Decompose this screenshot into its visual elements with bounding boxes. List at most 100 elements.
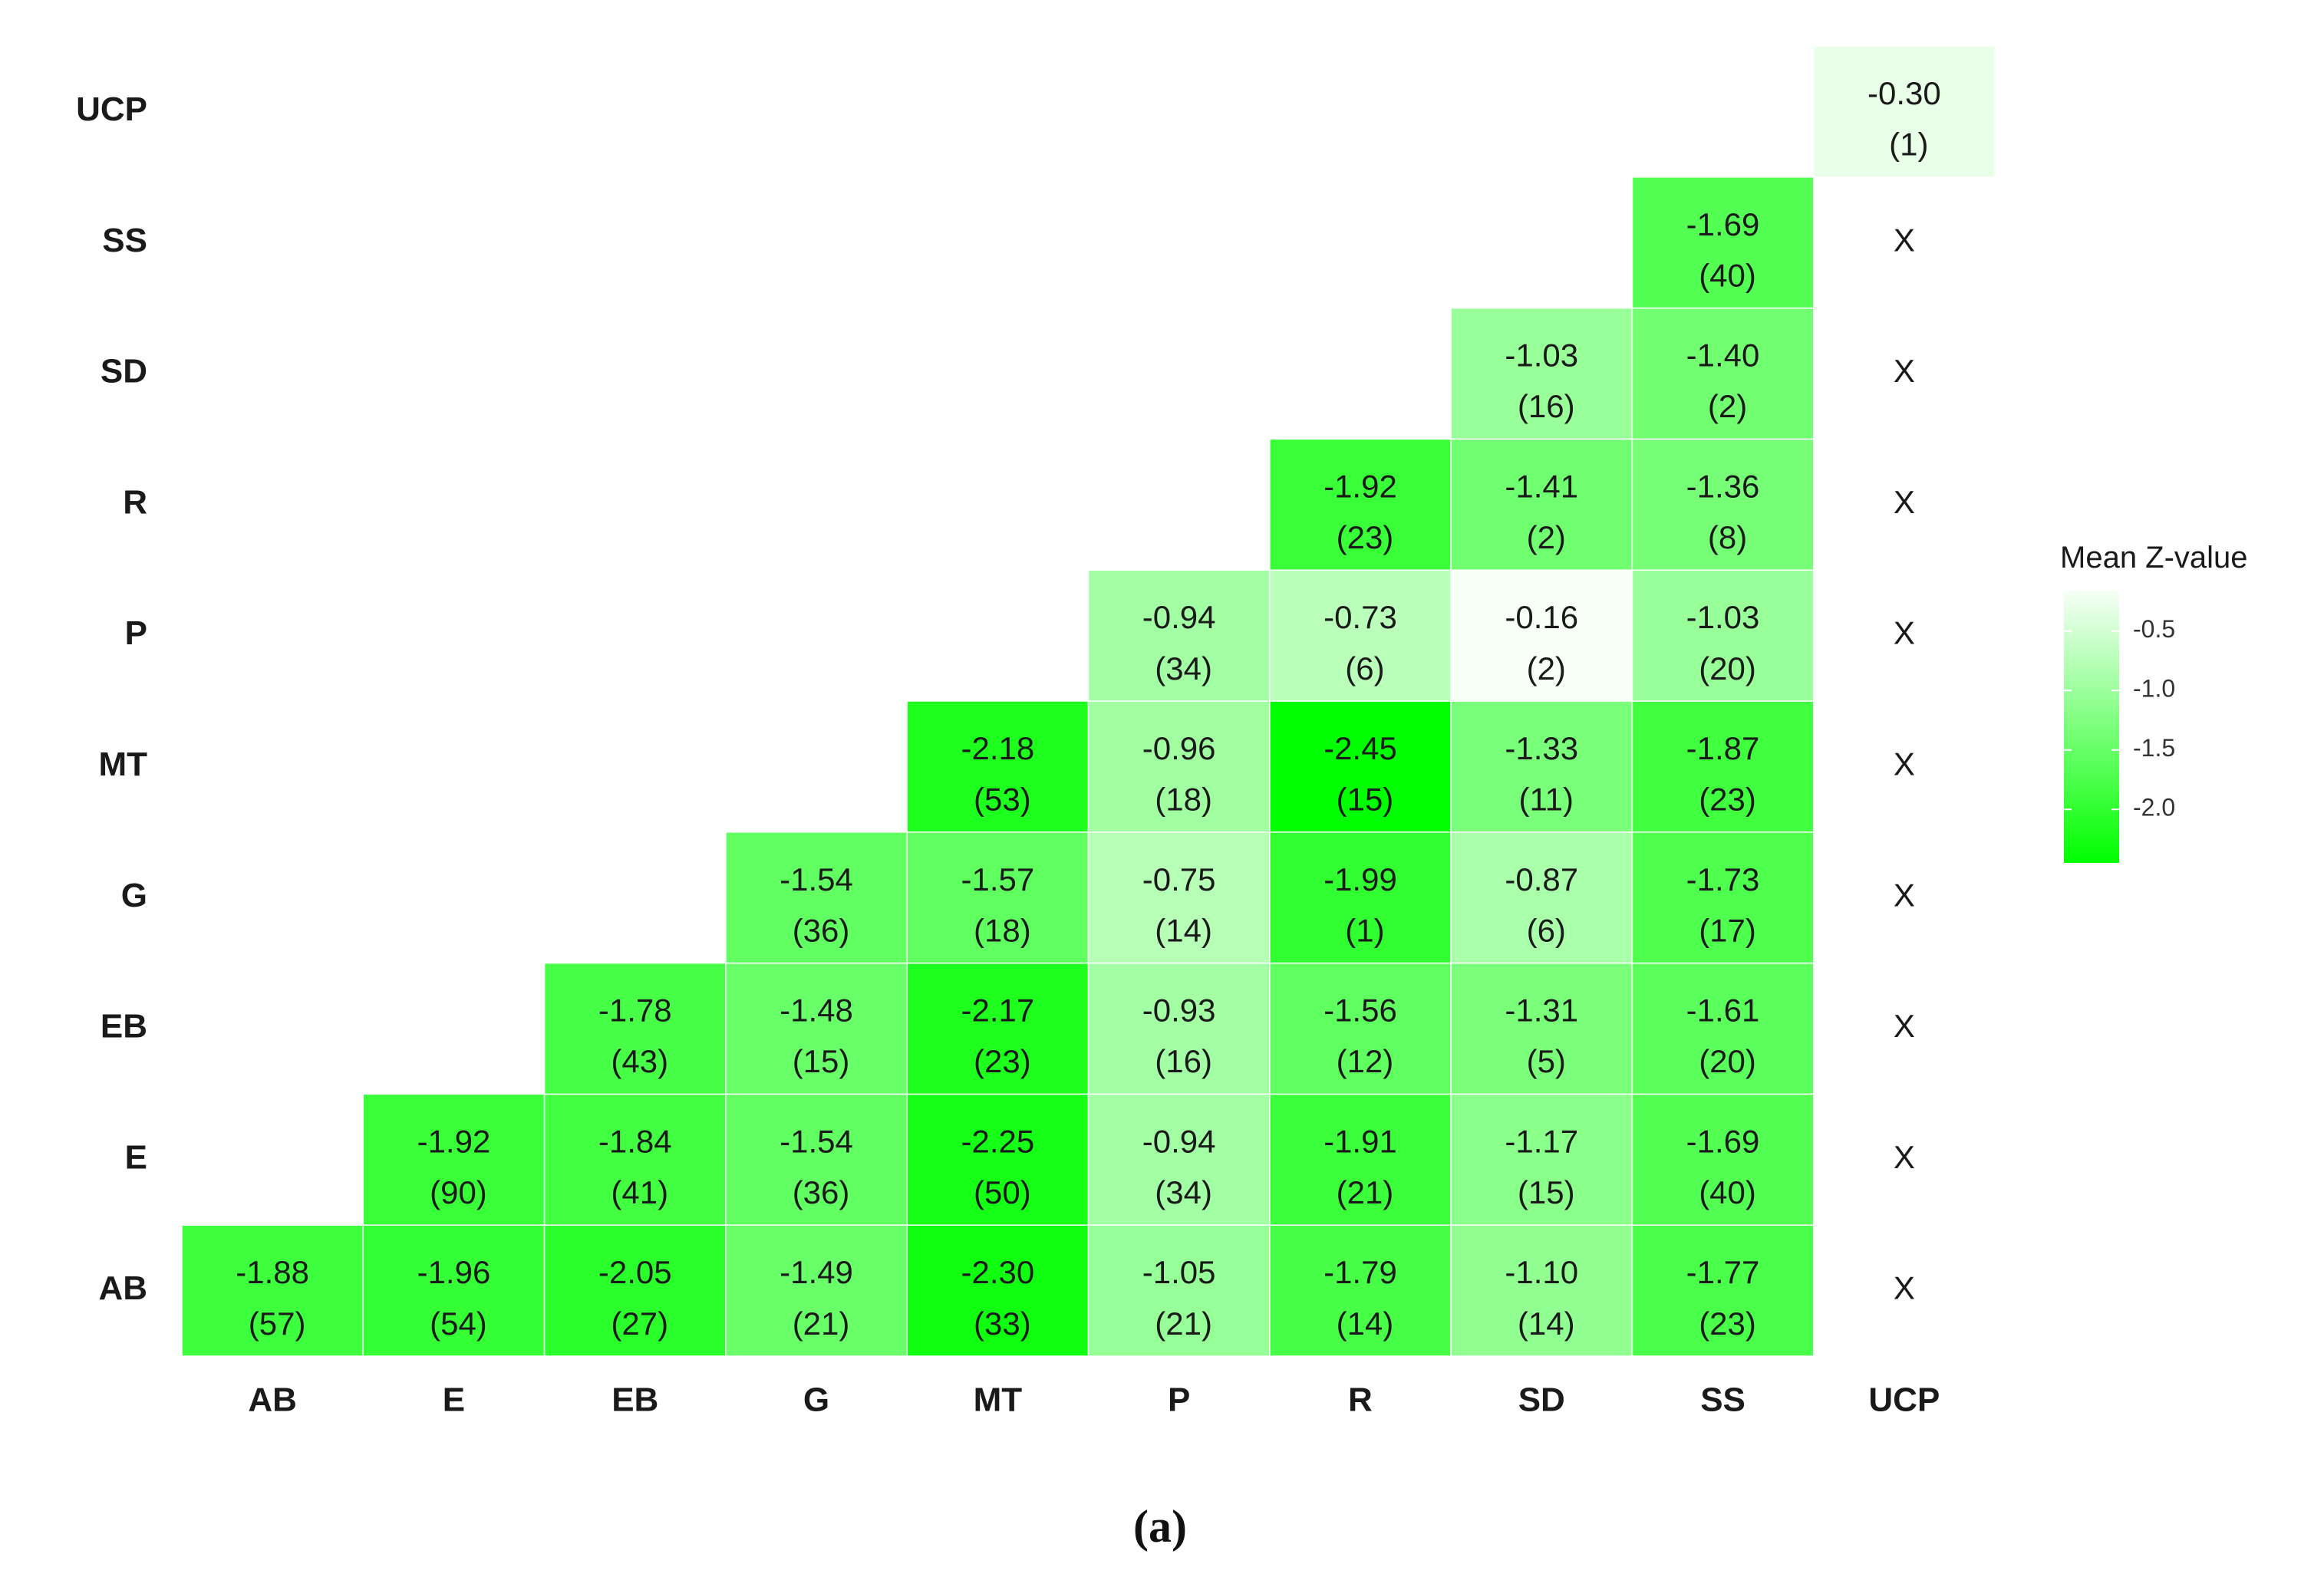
cell-fill xyxy=(906,1093,1089,1226)
cell-count-label: (57) xyxy=(249,1305,306,1342)
heatmap-cell-G-G: -1.54 (36) xyxy=(725,831,908,964)
cell-value-label: -1.69 xyxy=(1686,206,1760,242)
cell-count-label: (36) xyxy=(793,912,850,948)
cell-fill xyxy=(1450,1093,1633,1226)
heatmap-cell-P-AB: -1.05 (21) xyxy=(1087,1224,1271,1357)
heatmap-cell-SS-MT: -1.87 (23) xyxy=(1631,700,1815,833)
cell-value-label: -1.61 xyxy=(1686,993,1760,1029)
cell-fill xyxy=(1269,1224,1452,1357)
cell-value-label: -1.92 xyxy=(1324,468,1397,504)
cell-count-label: (41) xyxy=(611,1174,668,1210)
cell-fill xyxy=(906,1224,1089,1357)
cell-fill xyxy=(1631,438,1815,571)
x-axis-labels: AB E EB G MT P R SD SS UCP xyxy=(248,1381,1940,1419)
cell-value-label: -0.16 xyxy=(1505,599,1578,635)
cell-count-label: (40) xyxy=(1699,257,1756,293)
heatmap-cell-R-MT: -2.45 (15) xyxy=(1269,700,1452,833)
cell-value-label: -0.87 xyxy=(1505,861,1578,897)
heatmap-cell-E-E: -1.92 (90) xyxy=(362,1093,546,1226)
cell-value-label: -0.73 xyxy=(1324,599,1397,635)
cell-count-label: (34) xyxy=(1155,650,1212,686)
x-tick-label-MT: MT xyxy=(974,1381,1023,1419)
cell-fill xyxy=(725,1093,908,1226)
heatmap-cell-SD-G: -0.87 (6) xyxy=(1450,831,1633,964)
cell-value-label: -0.94 xyxy=(1142,599,1216,635)
cell-fill xyxy=(1450,569,1633,702)
heatmap-cell-MT-G: -1.57 (18) xyxy=(906,831,1089,964)
cell-value-label: -1.92 xyxy=(417,1123,491,1159)
cell-fill xyxy=(1631,307,1815,440)
cell-value-label: -1.36 xyxy=(1686,468,1760,504)
heatmap-cell-G-AB: -1.49 (21) xyxy=(725,1224,908,1357)
cell-fill xyxy=(1631,700,1815,833)
cell-value-label: -2.45 xyxy=(1324,730,1397,766)
y-tick-label-EB: EB xyxy=(101,1008,147,1045)
cell-value-label: -2.17 xyxy=(961,993,1034,1029)
cell-fill xyxy=(1631,962,1815,1095)
cell-count-label: (15) xyxy=(1337,782,1394,818)
cell-count-label: (14) xyxy=(1337,1305,1394,1342)
heatmap-cell-MT-MT: -2.18 (53) xyxy=(906,700,1089,833)
cell-count-label: (21) xyxy=(1155,1305,1212,1342)
y-tick-label-P: P xyxy=(125,614,147,652)
cell-count-label: (43) xyxy=(611,1043,668,1079)
cell-count-label: (33) xyxy=(974,1305,1031,1342)
cell-count-label: (20) xyxy=(1699,1043,1756,1079)
cell-fill xyxy=(1631,1224,1815,1357)
cell-count-label: (18) xyxy=(1155,782,1212,818)
heatmap-cell-SS-P: -1.03 (20) xyxy=(1631,569,1815,702)
heatmap-cell-R-G: -1.99 (1) xyxy=(1269,831,1452,964)
cell-fill xyxy=(1450,1224,1633,1357)
cell-value-label: -1.84 xyxy=(598,1123,672,1159)
cell-count-label: (23) xyxy=(1337,519,1394,555)
cell-value-label: -1.33 xyxy=(1505,730,1578,766)
heatmap-cell-MT-EB: -2.17 (23) xyxy=(906,962,1089,1095)
missing-cell-x-AB: X xyxy=(1894,1270,1915,1306)
heatmap-cell-SS-SS: -1.69 (40) xyxy=(1631,176,1815,309)
cell-fill xyxy=(1812,45,1996,178)
heatmap-cell-SD-SD: -1.03 (16) xyxy=(1450,307,1633,440)
cell-count-label: (50) xyxy=(974,1174,1031,1210)
cell-value-label: -0.75 xyxy=(1142,861,1216,897)
cell-count-label: (5) xyxy=(1527,1043,1566,1079)
cell-count-label: (2) xyxy=(1527,519,1566,555)
cell-count-label: (2) xyxy=(1708,388,1747,424)
heatmap-cell-R-P: -0.73 (6) xyxy=(1269,569,1452,702)
cell-count-label: (6) xyxy=(1527,912,1566,948)
cell-count-label: (23) xyxy=(1699,782,1756,818)
cell-fill xyxy=(725,1224,908,1357)
cell-count-label: (17) xyxy=(1699,912,1756,948)
y-tick-label-UCP: UCP xyxy=(76,91,147,128)
y-tick-label-R: R xyxy=(123,483,147,521)
cell-fill xyxy=(362,1093,546,1226)
cell-count-label: (90) xyxy=(430,1174,487,1210)
x-tick-label-P: P xyxy=(1168,1381,1190,1419)
heatmap-cell-P-MT: -0.96 (18) xyxy=(1087,700,1271,833)
cell-fill xyxy=(1631,1093,1815,1226)
cell-count-label: (16) xyxy=(1155,1043,1212,1079)
cell-value-label: -2.05 xyxy=(598,1254,672,1290)
heatmap-cell-R-R: -1.92 (23) xyxy=(1269,438,1452,571)
cell-count-label: (15) xyxy=(1518,1174,1575,1210)
missing-cell-x-G: X xyxy=(1894,877,1915,913)
cell-value-label: -2.18 xyxy=(961,730,1034,766)
panel-label: (a) xyxy=(1133,1501,1187,1552)
cell-value-label: -1.99 xyxy=(1324,861,1397,897)
cell-fill xyxy=(1269,1093,1452,1226)
heatmap-cell-EB-E: -1.84 (41) xyxy=(543,1093,727,1226)
y-tick-label-AB: AB xyxy=(98,1269,147,1307)
heatmap-cell-G-EB: -1.48 (15) xyxy=(725,962,908,1095)
cell-count-label: (23) xyxy=(974,1043,1031,1079)
cell-value-label: -0.30 xyxy=(1867,75,1941,111)
cell-count-label: (16) xyxy=(1518,388,1575,424)
heatmap-cell-AB-AB: -1.88 (57) xyxy=(181,1224,364,1357)
cell-count-label: (6) xyxy=(1345,650,1384,686)
cell-value-label: -1.77 xyxy=(1686,1254,1760,1290)
cell-value-label: -0.93 xyxy=(1142,993,1216,1029)
cell-fill xyxy=(1087,1224,1271,1357)
legend-title: Mean Z-value xyxy=(2060,541,2248,575)
cell-count-label: (15) xyxy=(793,1043,850,1079)
cell-count-label: (21) xyxy=(793,1305,850,1342)
cell-fill xyxy=(543,962,727,1095)
